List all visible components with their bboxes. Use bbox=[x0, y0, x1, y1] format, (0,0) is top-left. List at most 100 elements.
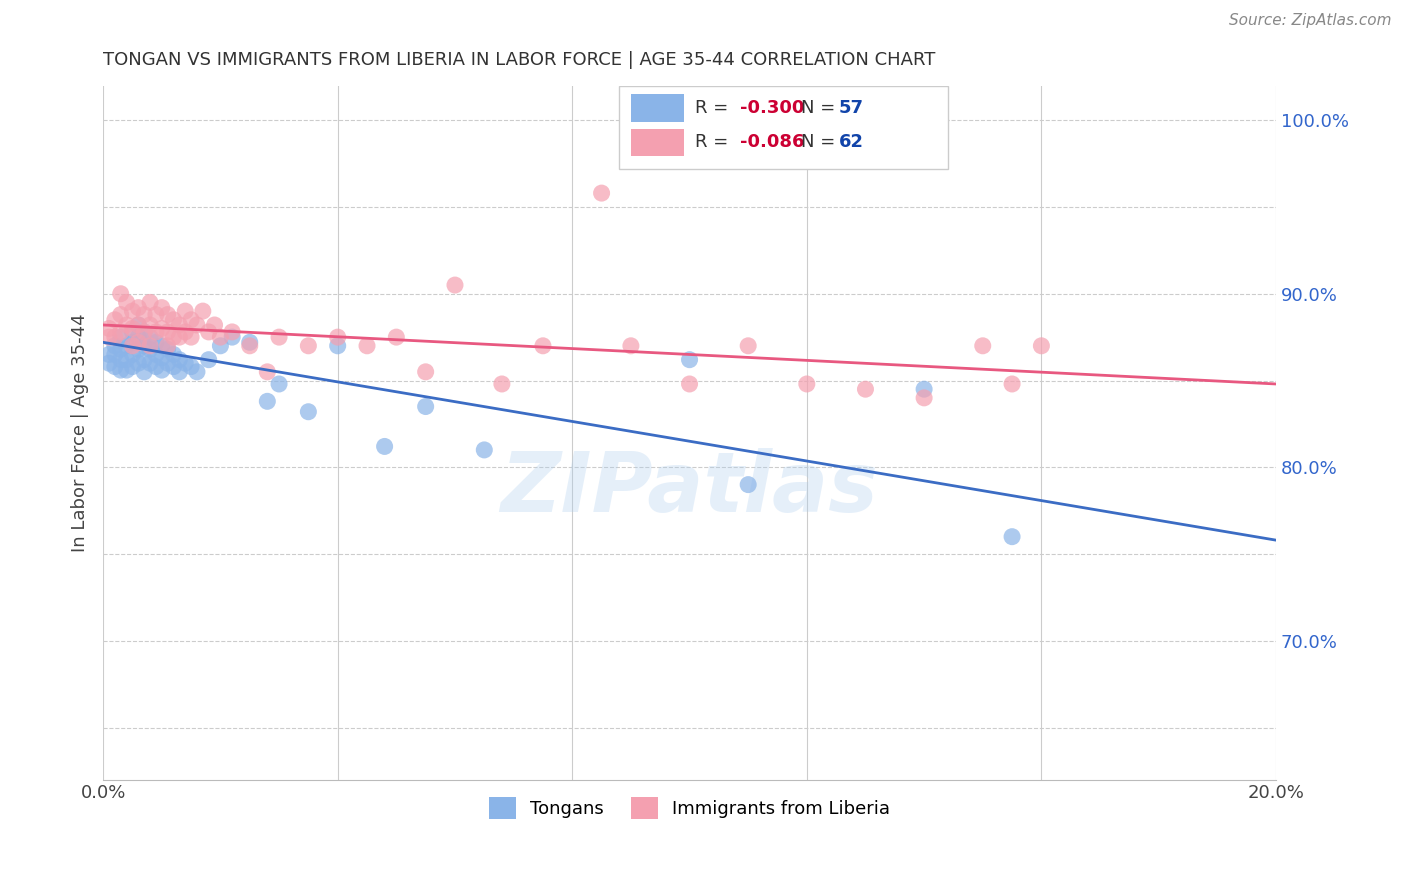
Point bbox=[415, 400, 437, 414]
Point bbox=[110, 330, 132, 344]
Point bbox=[1001, 530, 1024, 544]
Text: R =: R = bbox=[696, 99, 734, 117]
Point bbox=[239, 339, 262, 353]
Point bbox=[139, 318, 162, 332]
Point bbox=[139, 339, 162, 353]
Point bbox=[134, 352, 156, 367]
Point bbox=[127, 356, 149, 370]
Point bbox=[197, 325, 219, 339]
Point bbox=[145, 359, 167, 374]
Point bbox=[127, 318, 149, 332]
Text: Source: ZipAtlas.com: Source: ZipAtlas.com bbox=[1229, 13, 1392, 29]
Point bbox=[134, 339, 156, 353]
Point bbox=[191, 304, 214, 318]
Point bbox=[267, 376, 290, 391]
Point bbox=[104, 339, 127, 353]
Point bbox=[104, 347, 127, 361]
Point bbox=[385, 330, 408, 344]
Point bbox=[297, 339, 319, 353]
Point bbox=[115, 318, 138, 332]
Point bbox=[127, 330, 149, 344]
Point bbox=[145, 335, 167, 350]
Text: N =: N = bbox=[801, 99, 841, 117]
FancyBboxPatch shape bbox=[631, 94, 683, 121]
Point bbox=[115, 339, 138, 353]
Point bbox=[491, 376, 513, 391]
Text: R =: R = bbox=[696, 134, 734, 152]
Point bbox=[221, 330, 243, 344]
Point bbox=[678, 352, 700, 367]
Y-axis label: In Labor Force | Age 35-44: In Labor Force | Age 35-44 bbox=[72, 313, 89, 552]
Point bbox=[796, 376, 818, 391]
Point bbox=[150, 363, 173, 377]
Point bbox=[134, 308, 156, 322]
Point bbox=[374, 439, 396, 453]
Point bbox=[912, 391, 935, 405]
Point bbox=[169, 352, 191, 367]
Point bbox=[98, 330, 121, 344]
Point bbox=[180, 330, 202, 344]
Text: ZIPatlas: ZIPatlas bbox=[501, 448, 879, 529]
Point bbox=[186, 365, 208, 379]
Point bbox=[121, 359, 143, 374]
Point bbox=[139, 295, 162, 310]
Point bbox=[972, 339, 994, 353]
Point bbox=[110, 286, 132, 301]
Point bbox=[110, 343, 132, 357]
Point bbox=[110, 325, 132, 339]
Point bbox=[134, 365, 156, 379]
Point bbox=[150, 301, 173, 315]
Point bbox=[356, 339, 378, 353]
Point bbox=[1031, 339, 1053, 353]
Point bbox=[121, 304, 143, 318]
Point bbox=[737, 477, 759, 491]
Point bbox=[180, 312, 202, 326]
Point bbox=[156, 356, 179, 370]
Point bbox=[326, 330, 349, 344]
Point bbox=[239, 335, 262, 350]
Point bbox=[162, 330, 184, 344]
Legend: Tongans, Immigrants from Liberia: Tongans, Immigrants from Liberia bbox=[474, 782, 905, 833]
Point bbox=[110, 352, 132, 367]
Text: 57: 57 bbox=[838, 99, 863, 117]
Point bbox=[115, 352, 138, 367]
Point bbox=[444, 278, 467, 293]
Point bbox=[169, 330, 191, 344]
Point bbox=[297, 405, 319, 419]
Point bbox=[104, 312, 127, 326]
Point bbox=[121, 335, 143, 350]
Point bbox=[156, 339, 179, 353]
Point bbox=[415, 365, 437, 379]
Point bbox=[162, 359, 184, 374]
Point bbox=[156, 343, 179, 357]
Point bbox=[591, 186, 613, 200]
Text: -0.086: -0.086 bbox=[740, 134, 804, 152]
Point bbox=[150, 339, 173, 353]
Text: TONGAN VS IMMIGRANTS FROM LIBERIA IN LABOR FORCE | AGE 35-44 CORRELATION CHART: TONGAN VS IMMIGRANTS FROM LIBERIA IN LAB… bbox=[103, 51, 935, 69]
Point bbox=[256, 365, 278, 379]
Point bbox=[620, 339, 643, 353]
Point bbox=[139, 356, 162, 370]
Point bbox=[139, 343, 162, 357]
Point bbox=[127, 301, 149, 315]
Point bbox=[174, 304, 197, 318]
Point bbox=[110, 363, 132, 377]
Point bbox=[186, 318, 208, 332]
Point bbox=[1001, 376, 1024, 391]
Text: 62: 62 bbox=[838, 134, 863, 152]
Point bbox=[139, 330, 162, 344]
Point bbox=[150, 351, 173, 365]
Point bbox=[472, 442, 495, 457]
Point bbox=[145, 347, 167, 361]
Point bbox=[169, 365, 191, 379]
Point bbox=[150, 321, 173, 335]
Point bbox=[156, 308, 179, 322]
Point bbox=[121, 325, 143, 339]
Point bbox=[115, 363, 138, 377]
Point bbox=[855, 382, 877, 396]
Point bbox=[145, 308, 167, 322]
Point bbox=[127, 335, 149, 350]
FancyBboxPatch shape bbox=[631, 128, 683, 156]
Point bbox=[127, 318, 149, 332]
Point bbox=[326, 339, 349, 353]
